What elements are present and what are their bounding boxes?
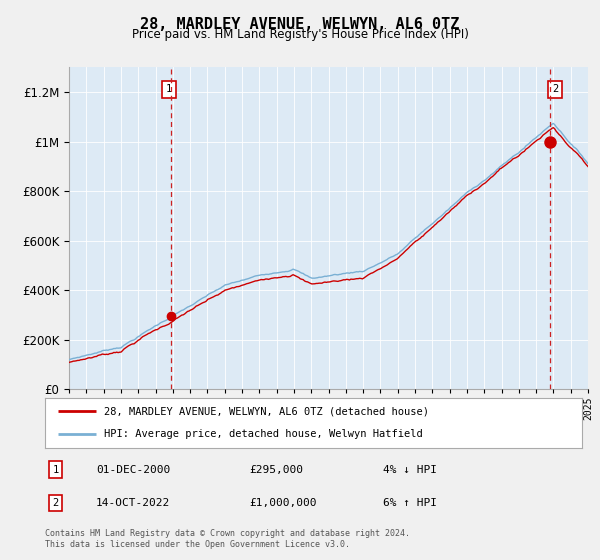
Text: 28, MARDLEY AVENUE, WELWYN, AL6 0TZ: 28, MARDLEY AVENUE, WELWYN, AL6 0TZ (140, 17, 460, 32)
Text: Contains HM Land Registry data © Crown copyright and database right 2024.
This d: Contains HM Land Registry data © Crown c… (45, 529, 410, 549)
Text: 14-OCT-2022: 14-OCT-2022 (96, 498, 170, 508)
Text: HPI: Average price, detached house, Welwyn Hatfield: HPI: Average price, detached house, Welw… (104, 430, 423, 440)
Text: Price paid vs. HM Land Registry's House Price Index (HPI): Price paid vs. HM Land Registry's House … (131, 28, 469, 41)
Text: 1: 1 (53, 465, 59, 475)
Text: 01-DEC-2000: 01-DEC-2000 (96, 465, 170, 475)
Text: 28, MARDLEY AVENUE, WELWYN, AL6 0TZ (detached house): 28, MARDLEY AVENUE, WELWYN, AL6 0TZ (det… (104, 406, 429, 416)
Text: £295,000: £295,000 (249, 465, 303, 475)
Text: 2: 2 (552, 85, 558, 95)
Text: 4% ↓ HPI: 4% ↓ HPI (383, 465, 437, 475)
Text: £1,000,000: £1,000,000 (249, 498, 317, 508)
Text: 6% ↑ HPI: 6% ↑ HPI (383, 498, 437, 508)
Text: 2: 2 (53, 498, 59, 508)
Text: 1: 1 (166, 85, 172, 95)
